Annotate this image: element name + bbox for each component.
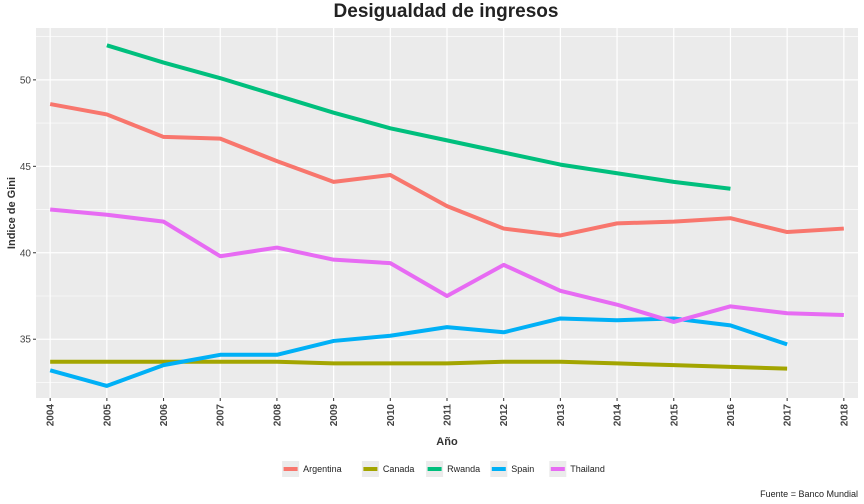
y-tick-label: 45 xyxy=(20,162,32,173)
x-tick-label: 2011 xyxy=(443,404,454,426)
y-tick-label: 40 xyxy=(20,248,32,259)
x-tick-label: 2010 xyxy=(386,404,397,427)
x-tick-label: 2008 xyxy=(272,404,283,427)
x-tick-label: 2014 xyxy=(613,404,624,427)
x-axis-ticks: 2004 2005 2006 2007 2008 2009 2010 2011 2012 2013… xyxy=(46,398,850,427)
series-lines xyxy=(49,43,844,388)
y-axis-ticks: 35 40 45 50 xyxy=(20,75,36,346)
series-line-argentina xyxy=(49,102,844,238)
chart-title: Desigualdad de ingresos xyxy=(334,1,559,22)
legend-label-spain: Spain xyxy=(511,464,534,474)
x-tick-label: 2015 xyxy=(669,404,680,427)
y-tick-label: 35 xyxy=(20,335,32,346)
x-tick-label: 2005 xyxy=(102,404,113,427)
x-tick-label: 2004 xyxy=(46,404,57,427)
x-tick-label: 2013 xyxy=(556,404,567,427)
x-tick-label: 2007 xyxy=(216,404,227,427)
legend-label-thailand: Thailand xyxy=(570,464,605,474)
x-tick-label: 2018 xyxy=(839,404,850,427)
x-tick-label: 2012 xyxy=(499,404,510,427)
y-axis-title: Indice de Gini xyxy=(6,177,18,249)
series-line-thailand xyxy=(49,207,844,324)
x-tick-label: 2017 xyxy=(783,404,794,427)
legend-label-rwanda: Rwanda xyxy=(447,464,480,474)
series-line-rwanda xyxy=(106,43,731,191)
legend-label-argentina: Argentina xyxy=(303,464,342,474)
x-axis-title: Año xyxy=(436,436,458,448)
legend: Argentina Canada Rwanda Spain Thailand xyxy=(282,461,605,477)
x-tick-label: 2009 xyxy=(329,404,340,427)
chart-caption: Fuente = Banco Mundial xyxy=(760,489,858,499)
legend-label-canada: Canada xyxy=(383,464,415,474)
y-tick-label: 50 xyxy=(20,75,32,86)
x-tick-label: 2006 xyxy=(159,404,170,427)
x-tick-label: 2016 xyxy=(726,404,737,427)
